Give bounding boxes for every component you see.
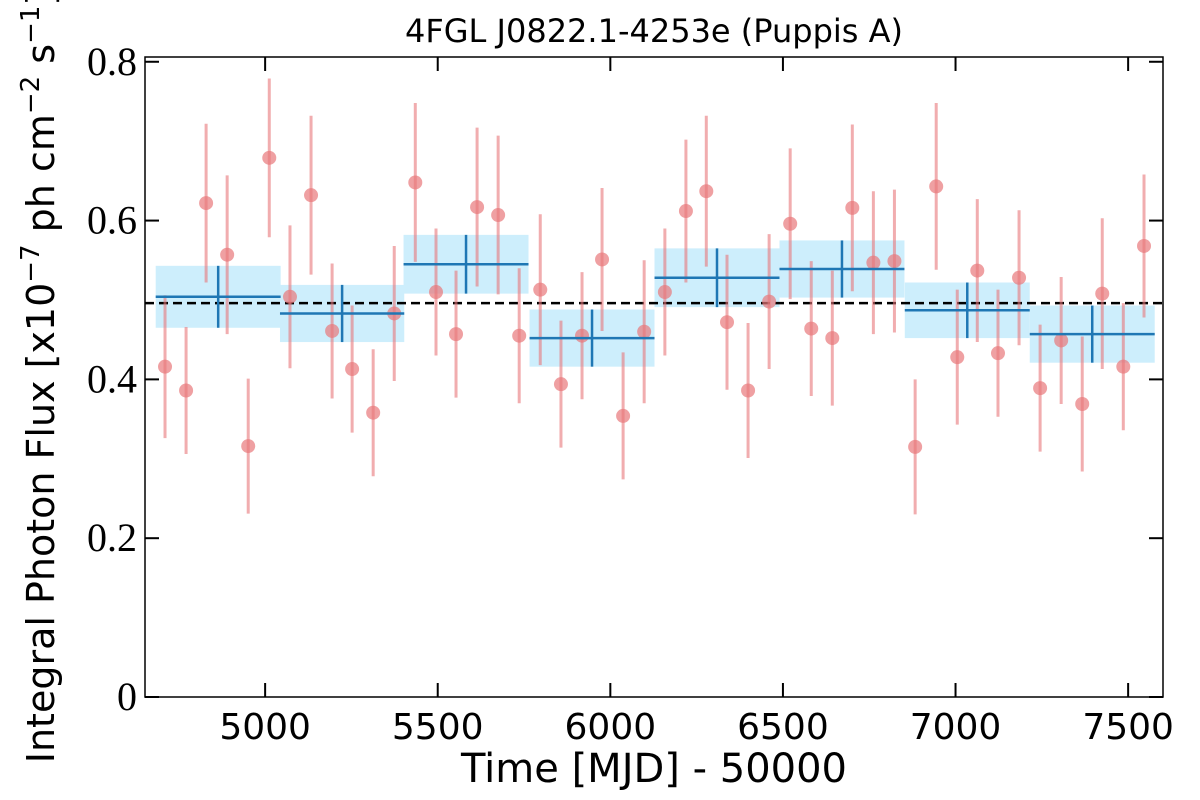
- y-axis-label-part: −1: [16, 6, 46, 44]
- point: [804, 321, 819, 336]
- point: [908, 439, 923, 454]
- point: [699, 184, 714, 199]
- y-axis-label: Integral Photon Flux [x10−7 ph cm−2 s−1]: [16, 0, 63, 763]
- y-tick-label: 0.4: [87, 356, 137, 401]
- point: [282, 289, 297, 304]
- point: [970, 263, 985, 278]
- point: [825, 331, 840, 346]
- point: [449, 327, 464, 342]
- point: [1012, 270, 1027, 285]
- point: [179, 383, 194, 398]
- y-axis-label-part: s: [19, 44, 63, 76]
- point: [429, 285, 444, 300]
- point: [199, 196, 214, 211]
- plot-frame: [144, 56, 1164, 698]
- point: [158, 359, 173, 374]
- point: [366, 405, 381, 420]
- y-axis-label-part: Integral Photon Flux [x10: [19, 283, 63, 764]
- y-axis-label-part: −7: [16, 244, 46, 282]
- point: [762, 294, 777, 309]
- point: [741, 383, 756, 398]
- point: [678, 204, 693, 219]
- y-axis-label-part: −2: [16, 76, 46, 114]
- point: [637, 324, 652, 339]
- point: [262, 150, 277, 165]
- point: [470, 200, 485, 215]
- point: [720, 315, 735, 330]
- point: [783, 216, 798, 231]
- point: [553, 377, 568, 392]
- point: [990, 346, 1005, 361]
- point: [866, 255, 881, 270]
- y-tick-label: 0.6: [87, 198, 137, 243]
- y-axis-label-part: ph cm: [19, 114, 63, 244]
- point: [241, 439, 256, 454]
- point: [845, 200, 860, 215]
- point: [325, 323, 340, 338]
- point: [408, 175, 423, 190]
- x-tick-label: 6000: [565, 707, 657, 748]
- point: [1054, 333, 1069, 348]
- point: [1075, 396, 1090, 411]
- x-tick-label: 5500: [392, 707, 484, 748]
- point: [1095, 286, 1110, 301]
- x-tick-label: 5000: [219, 707, 311, 748]
- point: [887, 254, 902, 269]
- point: [491, 208, 506, 223]
- point: [950, 350, 965, 365]
- point: [595, 252, 610, 267]
- point: [512, 328, 527, 343]
- point: [1116, 359, 1131, 374]
- point: [220, 247, 235, 262]
- point: [1033, 381, 1048, 396]
- x-axis-label: Time [MJD] - 50000: [460, 746, 847, 792]
- x-tick-label: 7000: [910, 707, 1002, 748]
- x-tick-label: 6500: [737, 707, 829, 748]
- point: [616, 408, 631, 423]
- y-tick-label: 0.8: [87, 39, 137, 84]
- chart-title: 4FGL J0822.1-4253e (Puppis A): [405, 12, 903, 50]
- point: [929, 179, 944, 194]
- point: [1137, 238, 1152, 253]
- y-axis-label-part: ]: [19, 0, 63, 6]
- point: [533, 282, 548, 297]
- point: [345, 362, 360, 377]
- y-tick-label: 0: [117, 674, 137, 719]
- x-tick-label: 7500: [1082, 707, 1174, 748]
- point: [304, 188, 319, 203]
- y-tick-label: 0.2: [87, 515, 137, 560]
- point: [575, 328, 590, 343]
- point: [657, 285, 672, 300]
